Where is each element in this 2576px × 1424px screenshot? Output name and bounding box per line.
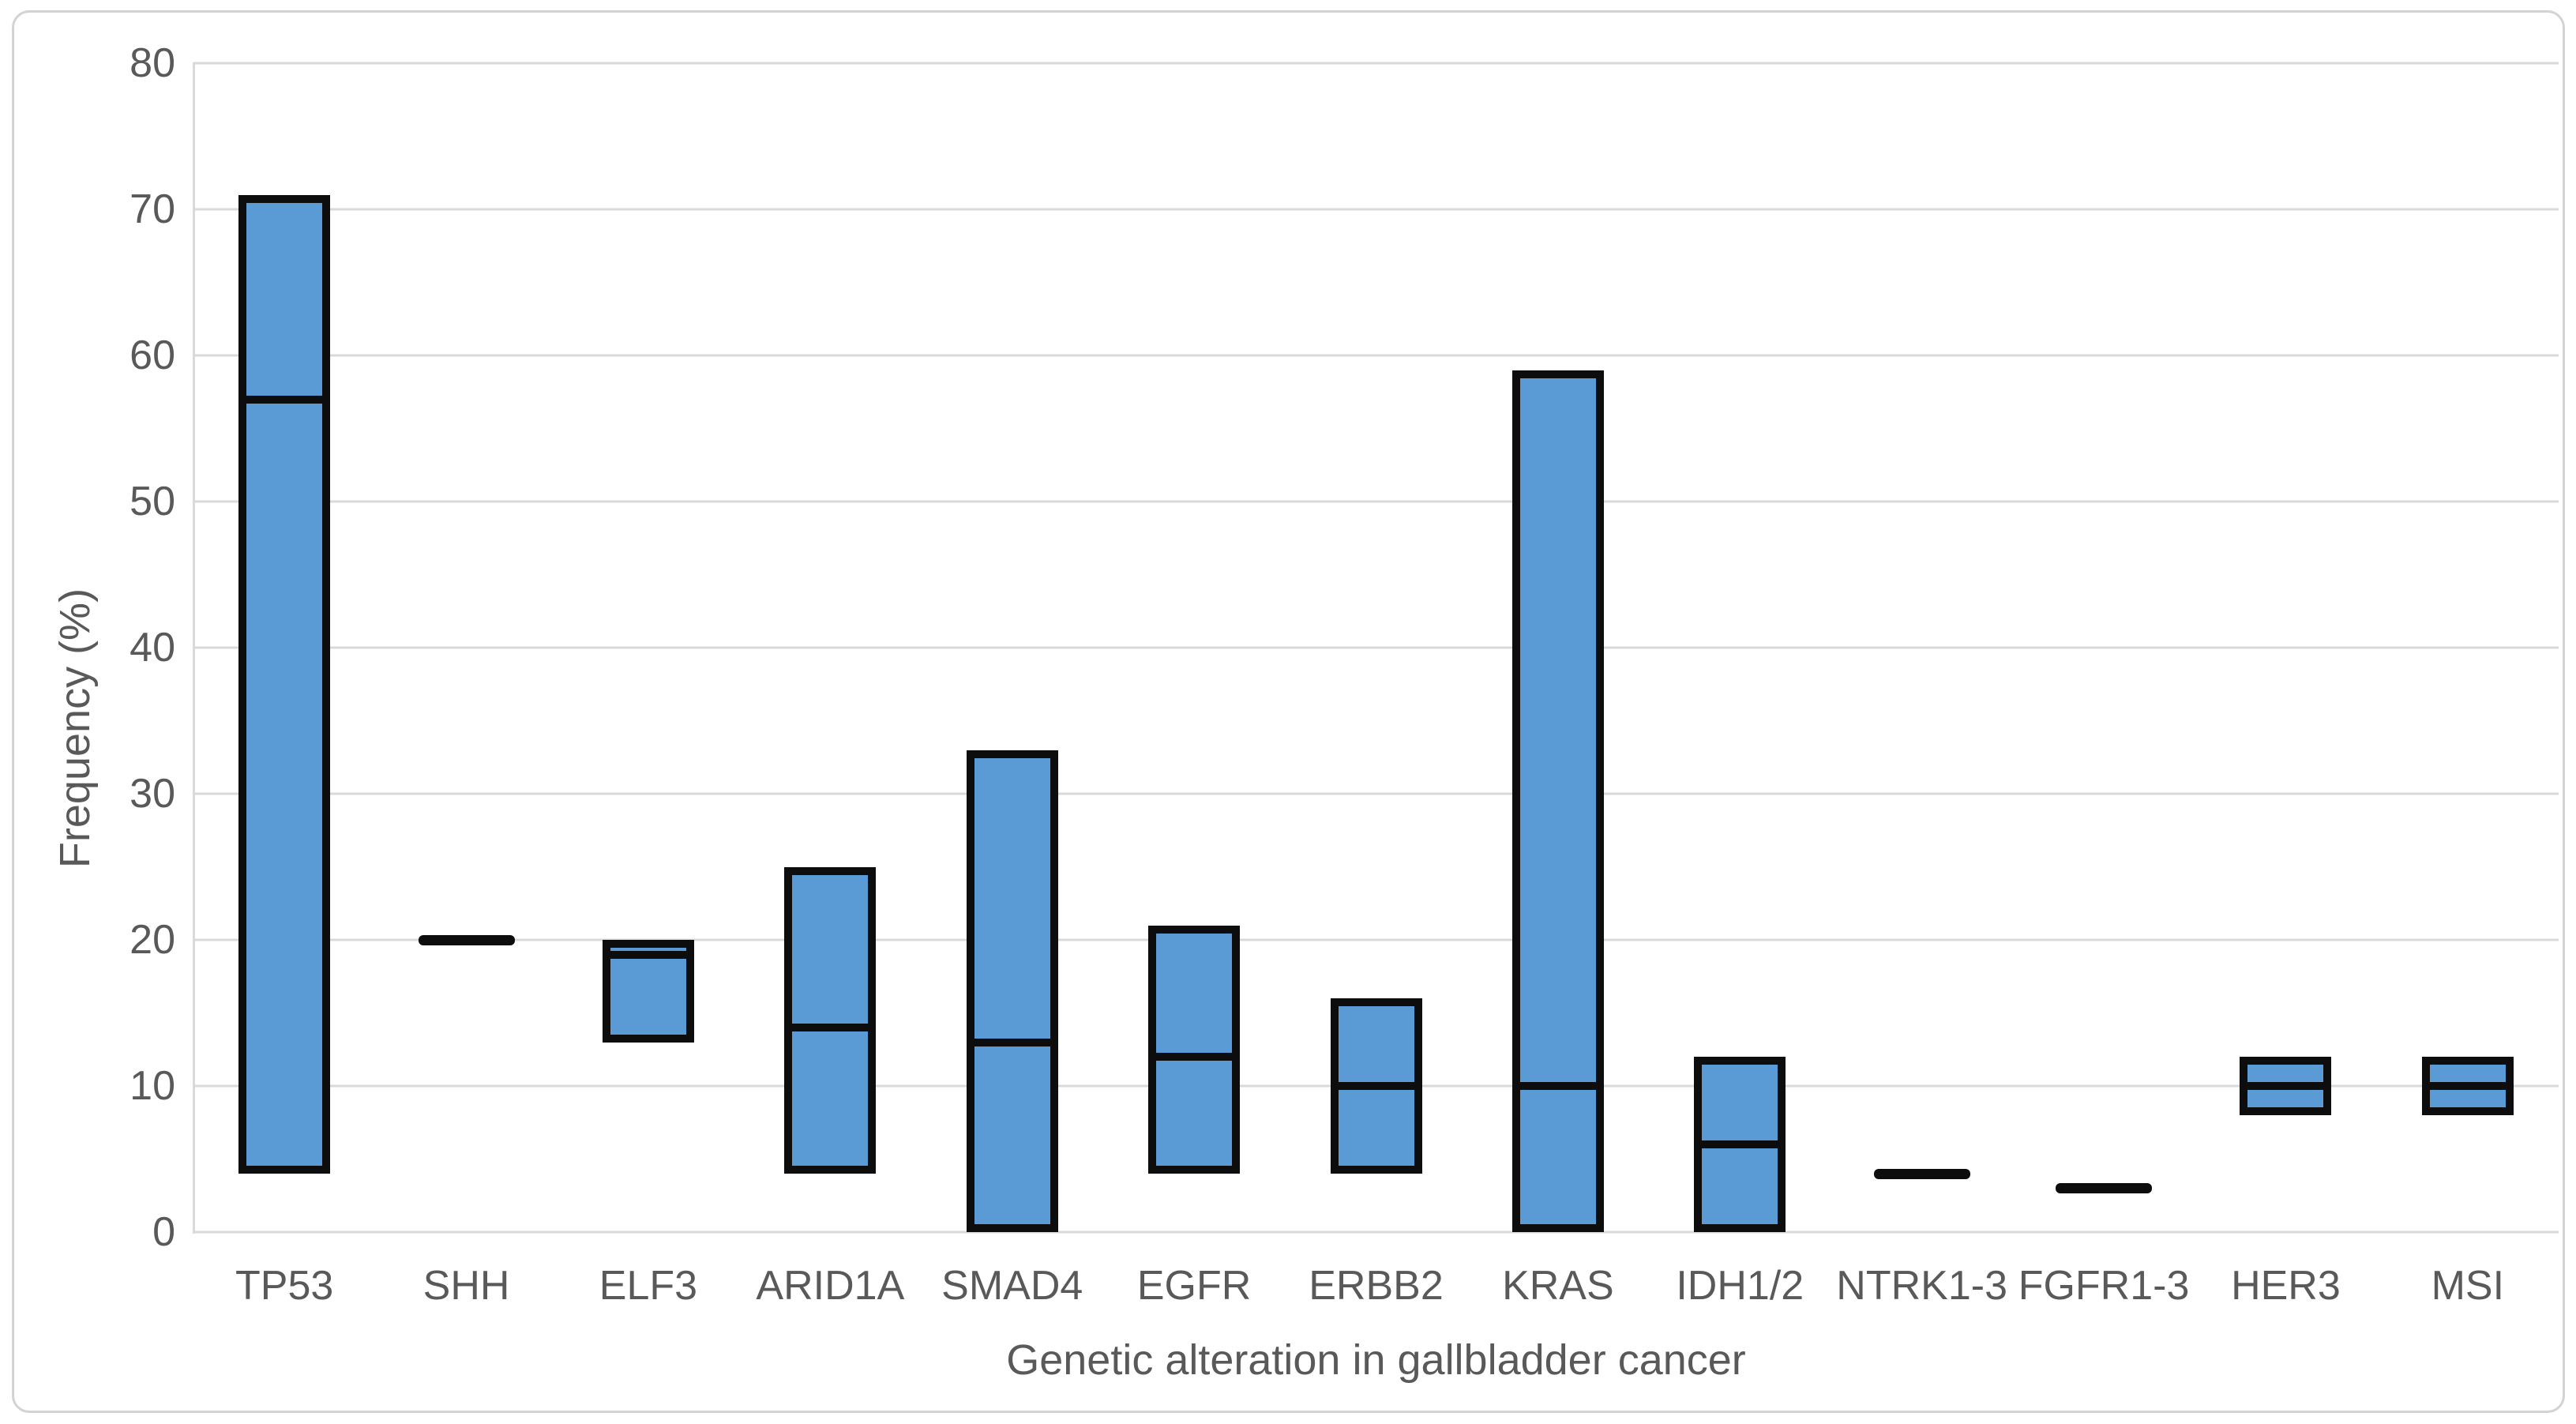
median-line-ARID1A	[784, 1024, 877, 1031]
x-tick-label-KRAS: KRAS	[1502, 1263, 1614, 1309]
x-tick-label-TP53: TP53	[235, 1263, 334, 1309]
gridline-20	[193, 938, 2559, 941]
range-line-FGFR1-3	[2056, 1183, 2153, 1193]
range-line-NTRK1-3	[1873, 1168, 1970, 1179]
gridline-30	[193, 792, 2559, 795]
x-tick-label-ERBB2: ERBB2	[1309, 1263, 1444, 1309]
median-line-KRAS	[1511, 1082, 1604, 1090]
x-tick-label-IDH1-2: IDH1/2	[1676, 1263, 1804, 1309]
y-tick-label-20: 20	[130, 917, 175, 963]
range-bar-KRAS	[1511, 370, 1604, 1232]
x-tick-label-EGFR: EGFR	[1136, 1263, 1252, 1309]
y-tick-label-10: 10	[130, 1063, 175, 1109]
gridline-70	[193, 208, 2559, 211]
median-line-MSI	[2421, 1082, 2514, 1090]
x-axis-title: Genetic alteration in gallbladder cancer	[1006, 1336, 1746, 1384]
range-bar-SMAD4	[966, 750, 1058, 1232]
y-axis-title: Frequency (%)	[51, 588, 99, 869]
median-line-ERBB2	[1330, 1082, 1422, 1090]
x-tick-label-ELF3: ELF3	[599, 1263, 698, 1309]
y-tick-label-60: 60	[130, 333, 175, 378]
gridline-60	[193, 354, 2559, 357]
y-tick-label-30: 30	[130, 771, 175, 817]
x-tick-label-SHH: SHH	[422, 1263, 510, 1309]
range-bar-TP53	[238, 194, 331, 1174]
median-line-HER3	[2240, 1082, 2332, 1090]
x-tick-label-SMAD4: SMAD4	[941, 1263, 1083, 1309]
chart-border	[12, 10, 2565, 1413]
range-bar-ARID1A	[784, 866, 877, 1174]
median-line-SMAD4	[966, 1038, 1058, 1046]
x-tick-label-ARID1A: ARID1A	[756, 1263, 905, 1309]
y-tick-label-70: 70	[130, 186, 175, 232]
y-tick-label-80: 80	[130, 40, 175, 86]
x-tick-label-FGFR1-3: FGFR1-3	[2018, 1263, 2190, 1309]
x-tick-label-MSI: MSI	[2431, 1263, 2505, 1309]
gridline-40	[193, 646, 2559, 649]
range-line-SHH	[418, 934, 515, 945]
gridline-50	[193, 500, 2559, 503]
median-line-ELF3	[602, 950, 694, 959]
y-tick-label-40: 40	[130, 625, 175, 671]
median-line-EGFR	[1148, 1053, 1241, 1061]
gridline-0	[193, 1231, 2559, 1234]
x-tick-label-NTRK1-3: NTRK1-3	[1836, 1263, 2007, 1309]
y-tick-label-0: 0	[152, 1209, 175, 1255]
y-tick-label-50: 50	[130, 479, 175, 524]
gridline-80	[193, 62, 2559, 65]
x-tick-label-HER3: HER3	[2231, 1263, 2341, 1309]
range-bar-EGFR	[1148, 925, 1241, 1174]
median-line-TP53	[238, 395, 331, 404]
plot-area	[193, 62, 2559, 1234]
median-line-IDH1-2	[1694, 1140, 1786, 1148]
